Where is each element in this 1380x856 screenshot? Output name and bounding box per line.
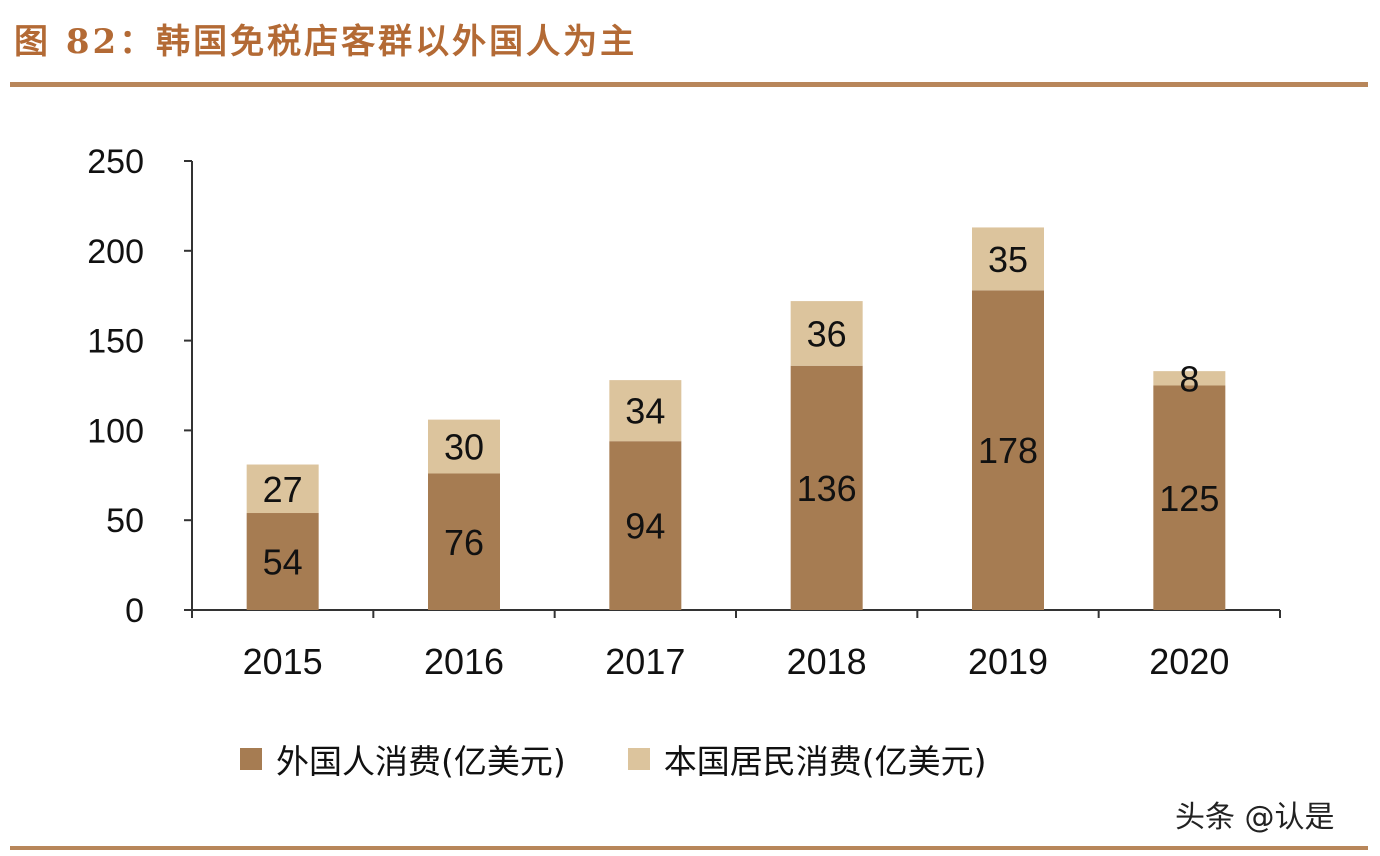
bar-domestic-2020 [1153,371,1226,386]
bar-foreign-2019 [972,290,1044,610]
data-label-foreign-2018: 136 [797,468,857,509]
bar-foreign-2018 [790,365,863,610]
figure-title: 图 82：韩国免税店客群以外国人为主 [14,22,638,62]
data-label-domestic-2018: 36 [807,313,847,354]
bar-foreign-2017 [609,441,682,610]
legend-label-domestic: 本国居民消费(亿美元) [663,742,987,781]
y-tick-label: 250 [87,143,144,181]
bar-foreign-2015 [246,513,319,610]
legend-swatch-foreign [240,748,262,770]
title-rule [10,82,1368,87]
y-tick-label: 50 [106,502,144,540]
data-label-domestic-2019: 35 [988,239,1028,280]
bar-foreign-2016 [428,473,500,610]
x-tick-label: 2017 [605,641,685,682]
data-label-foreign-2019: 178 [978,430,1038,471]
bar-domestic-2019 [972,227,1044,291]
x-tick-label: 2018 [787,641,867,682]
bar-domestic-2016 [428,419,500,474]
chart-legend: 外国人消费(亿美元) 本国居民消费(亿美元) [240,735,1049,783]
bar-domestic-2015 [246,464,319,514]
data-label-domestic-2015: 27 [263,469,303,510]
bar-foreign-2020 [1153,385,1226,610]
x-tick-label: 2019 [968,641,1048,682]
legend-item-domestic: 本国居民消费(亿美元) [627,735,987,783]
watermark: 头条 @认是 [1175,800,1335,835]
data-label-foreign-2020: 125 [1159,478,1219,519]
y-tick-label: 0 [125,592,144,630]
data-label-domestic-2017: 34 [625,391,665,432]
y-tick-label: 200 [87,233,144,271]
y-tick-label: 100 [87,412,144,450]
legend-item-foreign: 外国人消费(亿美元) [240,735,566,783]
data-label-domestic-2020: 8 [1179,358,1199,399]
data-label-domestic-2016: 30 [444,427,484,468]
x-tick-label: 2020 [1149,641,1229,682]
x-tick-label: 2015 [243,641,323,682]
data-label-foreign-2015: 54 [263,542,303,583]
bar-domestic-2018 [790,301,863,366]
data-label-foreign-2017: 94 [625,506,665,547]
x-tick-label: 2016 [424,641,504,682]
bar-domestic-2017 [609,380,682,442]
y-tick-label: 150 [87,323,144,361]
bottom-rule [10,846,1368,850]
legend-label-foreign: 外国人消费(亿美元) [276,742,566,781]
legend-swatch-domestic [627,748,650,770]
data-label-foreign-2016: 76 [444,522,484,563]
stacked-bar-chart: 0 50 100 150 200 250 54 27 2015 76 30 2016 94 34 2017 1… [87,143,1281,682]
